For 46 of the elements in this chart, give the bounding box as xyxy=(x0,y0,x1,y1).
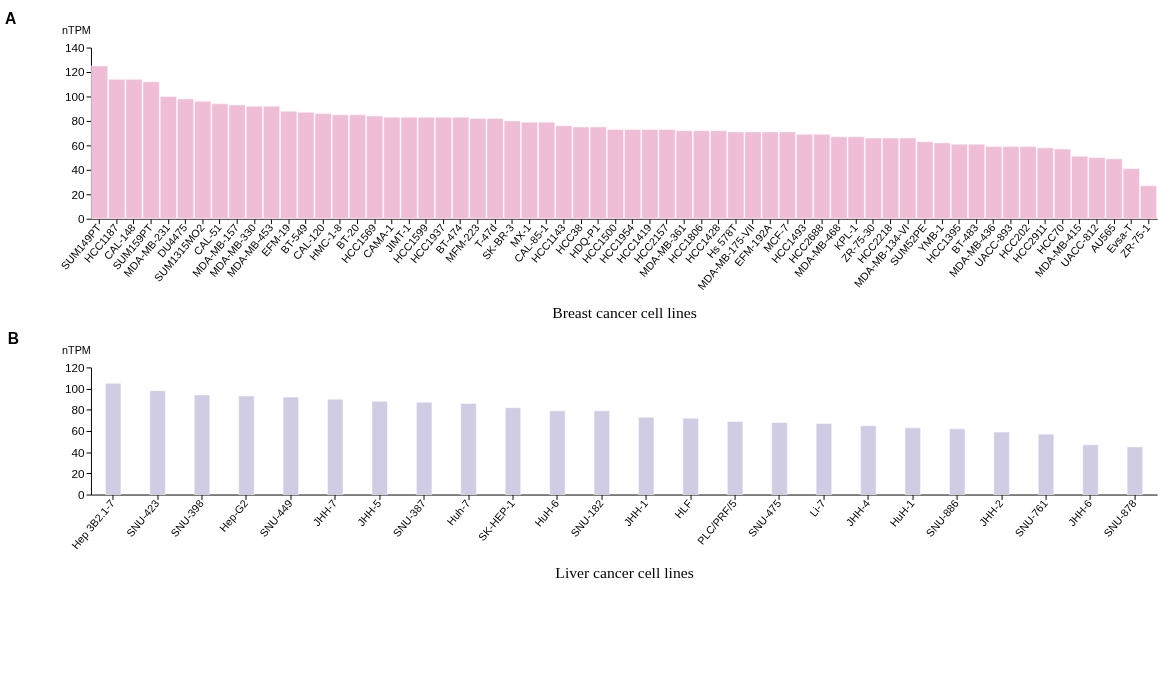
bar xyxy=(460,403,477,495)
y-tick-label: 0 xyxy=(78,212,86,226)
chart-title: B xyxy=(7,329,20,347)
bar xyxy=(815,423,832,495)
bar xyxy=(771,422,788,495)
chart-title: A xyxy=(5,10,17,28)
bar xyxy=(238,395,255,495)
bar xyxy=(727,421,744,495)
y-tick-label: 20 xyxy=(71,466,86,480)
y-tick-label: 120 xyxy=(65,65,86,79)
bar xyxy=(416,402,433,495)
bar xyxy=(1126,446,1143,495)
y-tick-label: 40 xyxy=(71,445,86,459)
x-axis-title: Liver cancer cell lines xyxy=(555,563,694,581)
bar xyxy=(327,398,344,495)
y-tick-label: 40 xyxy=(71,163,86,177)
y-tick-label: 80 xyxy=(71,403,86,417)
y-tick-label: 0 xyxy=(78,487,86,501)
bar xyxy=(1038,433,1055,495)
y-tick-label: 80 xyxy=(71,114,86,128)
y-tick-label: 60 xyxy=(71,424,86,438)
bar xyxy=(593,410,610,495)
bar xyxy=(904,427,921,495)
y-tick-label: 120 xyxy=(65,360,86,374)
y-axis-title: nTPM xyxy=(62,344,91,357)
bar xyxy=(282,396,299,495)
bar xyxy=(682,418,699,495)
bar xyxy=(371,401,388,495)
bar xyxy=(194,394,211,495)
x-axis-title: Breast cancer cell lines xyxy=(552,304,697,322)
y-tick-label: 100 xyxy=(65,89,86,103)
bar xyxy=(105,383,122,495)
bar xyxy=(860,425,877,495)
y-tick-label: 100 xyxy=(65,382,86,395)
y-tick-label: 20 xyxy=(71,187,86,201)
bar xyxy=(504,407,521,495)
y-tick-label: 140 xyxy=(65,40,86,54)
bar xyxy=(149,390,166,495)
bar xyxy=(1082,444,1099,495)
x-tick-label: Li-7 xyxy=(807,497,828,519)
y-axis-title: nTPM xyxy=(62,24,91,37)
bar xyxy=(549,410,566,495)
bar xyxy=(949,428,966,495)
bar xyxy=(993,431,1010,495)
bar xyxy=(638,416,655,495)
y-tick-label: 60 xyxy=(71,138,86,152)
